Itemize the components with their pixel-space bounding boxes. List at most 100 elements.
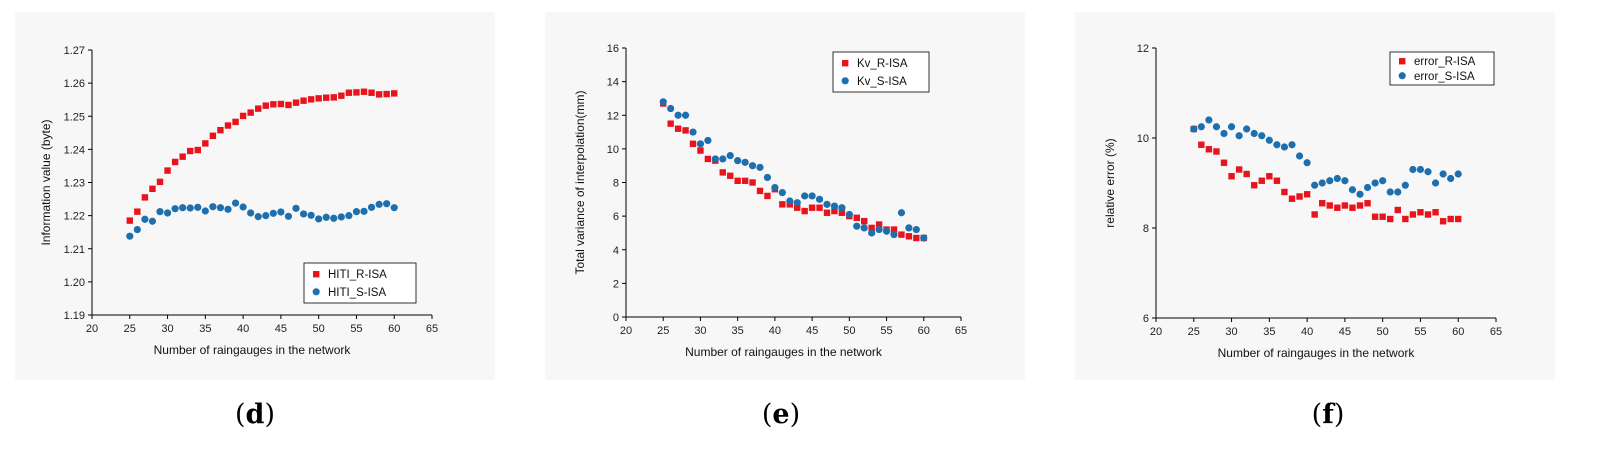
chart-d-point-r-isa [164,167,171,174]
chart-d-point-r-isa [338,92,345,99]
chart-d-y-tick-label: 1.23 [64,178,85,190]
chart-e-x-tick-label: 50 [843,325,855,337]
chart-e-point-r-isa [794,204,801,211]
chart-f-point-s-isa [1235,132,1243,140]
chart-f-point-r-isa [1341,202,1349,209]
chart-f-point-s-isa [1341,177,1349,185]
chart-e-point-s-isa [801,192,809,200]
chart-d-point-r-isa [126,217,133,224]
chart-d-x-tick-label: 55 [350,323,362,335]
chart-d-point-r-isa [383,90,390,98]
chart-e-point-r-isa [741,177,749,185]
chart-f-point-r-isa [1319,200,1326,207]
chart-f-y-tick-label: 6 [1143,313,1149,325]
chart-e-point-r-isa [667,120,674,127]
chart-f-point-s-isa [1212,123,1221,131]
chart-d-point-r-isa [292,99,300,106]
chart-f-point-s-isa [1295,152,1304,160]
chart-d-point-r-isa [300,97,307,104]
chart-f-point-s-isa [1379,177,1387,185]
chart-d-point-r-isa [134,208,141,215]
chart-f-point-s-isa [1348,186,1357,194]
chart-e-point-s-isa [912,225,920,234]
chart-f-point-s-isa [1205,116,1213,124]
chart-d-point-r-isa [285,101,292,109]
chart-e-point-s-isa [681,111,690,119]
chart-e-point-r-isa [764,192,771,200]
chart-e-point-s-isa [868,229,876,237]
chart-d-x-tick-label: 25 [124,323,136,335]
chart-f-x-tick-label: 50 [1377,326,1389,338]
chart-e-point-s-isa [786,197,794,205]
chart-d-legend-label: HITI_S-ISA [328,287,386,299]
chart-d-y-tick-label: 1.20 [64,277,85,289]
chart-e-point-s-isa [890,231,898,239]
chart-f-point-s-isa [1356,190,1364,198]
chart-e-legend-label: Kv_S-ISA [857,76,907,88]
chart-f-point-s-isa [1197,123,1205,131]
chart-f-x-tick-label: 20 [1150,326,1162,338]
chart-d-point-s-isa [367,203,376,211]
chart-d-x-tick-label: 60 [388,323,400,335]
chart-d-point-r-isa [391,90,398,97]
chart-d-x-tick-label: 35 [199,323,211,335]
chart-f-point-s-isa [1439,170,1447,178]
chart-f-x-tick-label: 65 [1490,326,1502,338]
chart-e-point-r-isa [913,234,920,242]
chart-e-point-s-isa [771,183,779,192]
chart-e-point-s-isa [815,195,824,203]
chart-e-point-s-isa [667,104,675,113]
chart-e-point-r-isa [704,155,712,163]
chart-e-point-s-isa [711,155,719,163]
chart-d-legend-box [303,262,417,304]
chart-e-legend-marker-r-isa [842,60,849,67]
chart-f-point-r-isa [1311,211,1318,218]
chart-f-point-s-isa [1409,165,1417,174]
chart-d-point-r-isa [224,122,232,129]
chart-f-point-s-isa [1303,159,1311,167]
chart-e-x-tick-label: 20 [620,325,632,337]
chart-d-point-s-isa [133,225,141,234]
chart-e-point-r-isa [816,204,823,211]
chart-f-legend-marker-r-isa [1399,58,1406,65]
chart-f-point-r-isa [1213,148,1220,155]
chart-e-y-tick-label: 16 [607,43,619,55]
chart-e-point-s-isa [875,225,883,234]
chart-f-point-s-isa [1311,181,1319,189]
chart-f-x-axis-label: Number of raingauges in the network [1218,346,1416,360]
chart-e-point-s-isa [905,224,913,232]
chart-e-point-s-isa [659,98,667,106]
chart-e-point-s-isa [689,128,697,136]
chart-d-point-s-isa [284,212,293,220]
chart-d-y-axis-label: Information value (byte) [39,119,53,245]
chart-e-point-s-isa [838,204,846,212]
chart-d-point-r-isa [202,140,209,147]
chart-d-x-axis-label: Number of raingauges in the network [154,343,352,357]
chart-f-point-s-isa [1454,170,1462,178]
chart-e-point-s-isa [882,227,891,235]
chart-f-point-s-isa [1371,179,1379,187]
chart-e-y-tick-label: 10 [607,144,619,156]
chart-e-point-s-isa [808,192,816,200]
chart-e-x-tick-label: 60 [918,325,930,337]
chart-e-x-axis-label: Number of raingauges in the network [685,345,883,359]
chart-f-x-tick-label: 60 [1452,326,1464,338]
chart-d-y-tick-label: 1.25 [64,111,85,123]
chart-d-point-r-isa [232,118,239,126]
chart-d-point-s-isa [156,208,164,216]
chart-d-point-r-isa [247,109,254,116]
chart-f-point-s-isa [1250,129,1258,138]
chart-e-x-tick-label: 65 [955,325,967,337]
chart-d-point-s-isa [247,209,255,217]
chart-f-point-s-isa [1190,125,1198,133]
chart-e-point-s-isa [763,173,772,182]
chart-d-y-tick-label: 1.27 [64,45,85,57]
chart-d-point-r-isa [179,153,186,160]
panel-e-background [545,12,1025,380]
chart-d-point-r-isa [315,95,322,102]
chart-d-point-r-isa [209,132,217,139]
chart-f-y-tick-label: 12 [1137,43,1149,55]
chart-d-point-s-isa [171,205,179,213]
chart-e-point-r-isa [838,209,846,216]
chart-f-point-r-isa [1303,191,1311,198]
